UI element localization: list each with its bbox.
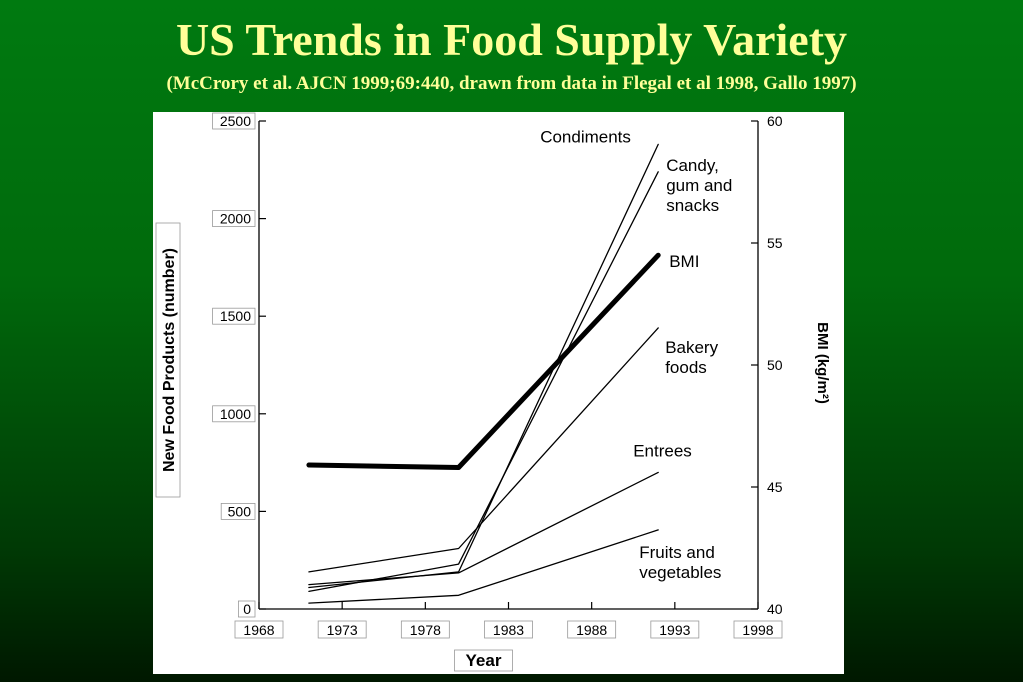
series-label-fruits-and-vegetables: Fruits and — [639, 543, 715, 562]
y-tick-label-box — [212, 307, 256, 325]
x-tick-label: 1993 — [659, 622, 690, 638]
x-tick-label-box — [650, 620, 700, 639]
y-tick-label: 1500 — [220, 308, 251, 324]
y-tick-label: 2500 — [220, 113, 251, 129]
y-tick-label-box — [220, 502, 256, 520]
y-axis-title-box — [155, 222, 181, 498]
series-label-entrees: Entrees — [633, 441, 692, 460]
y-axis-title-group: New Food Products (number) — [155, 222, 181, 498]
x-tick-label: 1973 — [327, 622, 358, 638]
slide-subtitle: (McCrory et al. AJCN 1999;69:440, drawn … — [166, 73, 857, 94]
y-tick-label: 2000 — [220, 211, 251, 227]
y-tick-label-box — [212, 210, 256, 227]
series-label-bmi: BMI — [669, 252, 699, 271]
x-tick-label-box — [234, 620, 284, 639]
chart-panel: 0 500 1000 1500 2000 2500 40 45 50 55 60 1968 1973 19… — [153, 112, 844, 674]
series-label-bakery-foods: foods — [665, 358, 707, 377]
x-tick-label: 1978 — [410, 622, 441, 638]
x-axis-title: Year — [466, 651, 502, 670]
y-tick-label-box — [212, 112, 256, 130]
x-tick-label-box — [317, 620, 367, 639]
y2-axis-title-group: BMI (kg/m²) — [814, 322, 831, 404]
series-label-condiments: Condiments — [540, 127, 631, 146]
y2-tick-label: 45 — [767, 479, 783, 495]
y2-tick-label: 55 — [767, 235, 783, 251]
y2-tick-label: 50 — [767, 357, 783, 373]
y-tick-label: 1000 — [220, 406, 251, 422]
series-line-fruits-and-vegetables — [308, 529, 659, 604]
series-label-candy-gum-and-snacks: gum and — [666, 176, 732, 195]
x-tick-label-box — [567, 620, 617, 639]
series-label-fruits-and-vegetables: vegetables — [639, 563, 721, 582]
series-label-candy-gum-and-snacks: Candy, — [666, 156, 719, 175]
x-tick-label-box — [733, 620, 783, 639]
x-tick-label: 1998 — [742, 622, 773, 638]
y-axis-title: New Food Products (number) — [161, 248, 178, 472]
x-tick-label-box — [484, 620, 533, 639]
series-label-candy-gum-and-snacks: snacks — [666, 196, 719, 215]
x-tick-label: 1968 — [243, 622, 274, 638]
food-supply-chart: 0 500 1000 1500 2000 2500 40 45 50 55 60 1968 1973 19… — [155, 112, 831, 672]
y-tick-label: 0 — [243, 601, 251, 617]
x-tick-label: 1983 — [493, 622, 524, 638]
y-tick-label-box — [238, 600, 256, 618]
y-tick-label-box — [212, 405, 256, 423]
slide-title: US Trends in Food Supply Variety — [175, 14, 848, 65]
series-label-bakery-foods: Bakery — [665, 338, 718, 357]
x-axis-title-box — [454, 649, 513, 672]
series-line-bakery-foods — [308, 327, 659, 573]
series-line-bmi — [306, 252, 661, 470]
x-tick-label: 1988 — [576, 622, 607, 638]
y2-tick-label: 60 — [767, 113, 783, 129]
series-line-candy-gum-and-snacks — [308, 171, 659, 593]
x-tick-label-box — [400, 620, 450, 639]
y2-axis-title: BMI (kg/m²) — [814, 322, 831, 404]
y2-tick-label: 40 — [767, 601, 783, 617]
y-tick-label: 500 — [228, 503, 252, 519]
series-line-entrees — [308, 471, 659, 586]
